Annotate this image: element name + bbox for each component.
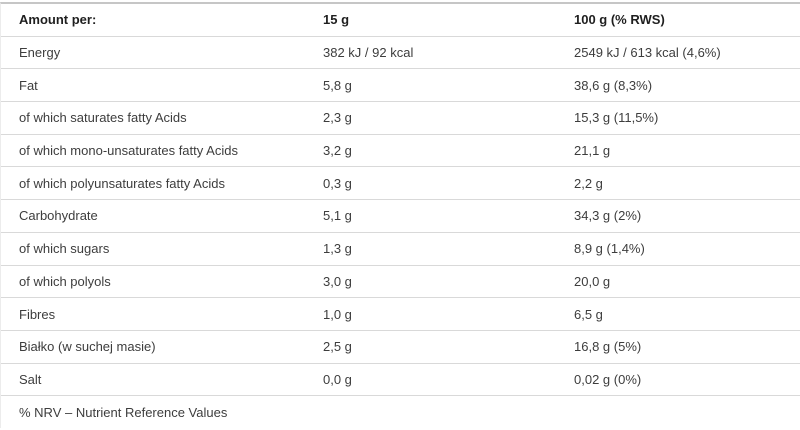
value-per-100g: 2,2 g [574, 175, 603, 191]
nutrient-label: Białko (w suchej masie) [19, 339, 156, 355]
nutrient-label: of which sugars [19, 241, 110, 257]
table-row-fat: Fat 5,8 g 38,6 g (8,3%) [1, 69, 800, 103]
nutrient-label: Fibres [19, 306, 56, 322]
nutrient-label: of which polyols [19, 273, 111, 289]
table-footer-row: % NRV – Nutrient Reference Values [1, 396, 800, 428]
nutrient-label: of which saturates fatty Acids [19, 110, 187, 126]
table-row-fibres: Fibres 1,0 g 6,5 g [1, 298, 800, 331]
nrv-footnote: % NRV – Nutrient Reference Values [19, 404, 228, 420]
nutrient-label: Salt [19, 371, 42, 387]
value-per-100g: 2549 kJ / 613 kcal (4,6%) [574, 45, 721, 61]
value-per-15g: 5,8 g [323, 77, 352, 93]
value-per-15g: 382 kJ / 92 kcal [323, 45, 414, 61]
header-per-15g: 15 g [323, 12, 350, 28]
value-per-15g: 1,3 g [323, 241, 352, 257]
value-per-100g: 0,02 g (0%) [574, 371, 642, 387]
value-per-100g: 21,1 g [574, 143, 611, 159]
value-per-100g: 38,6 g (8,3%) [574, 77, 653, 93]
value-per-100g: 15,3 g (11,5%) [574, 110, 659, 126]
table-row-mono-unsaturates: of which mono-unsaturates fatty Acids 3,… [1, 134, 800, 168]
header-amount-per: Amount per: [19, 12, 97, 28]
table-row-protein: Białko (w suchej masie) 2,5 g 16,8 g (5%… [1, 330, 800, 364]
table-row-carbohydrate: Carbohydrate 5,1 g 34,3 g (2%) [1, 200, 800, 233]
value-per-100g: 6,5 g [574, 306, 603, 322]
value-per-100g: 20,0 g [574, 273, 611, 289]
value-per-15g: 2,5 g [323, 339, 352, 355]
value-per-15g: 1,0 g [323, 306, 352, 322]
table-row-polyols: of which polyols 3,0 g 20,0 g [1, 265, 800, 299]
value-per-15g: 5,1 g [323, 208, 352, 224]
value-per-100g: 16,8 g (5%) [574, 339, 642, 355]
value-per-15g: 3,2 g [323, 143, 352, 159]
table-row-salt: Salt 0,0 g 0,02 g (0%) [1, 363, 800, 397]
nutrient-label: Energy [19, 45, 61, 61]
table-row-energy: Energy 382 kJ / 92 kcal 2549 kJ / 613 kc… [1, 36, 800, 70]
table-row-sugars: of which sugars 1,3 g 8,9 g (1,4%) [1, 232, 800, 266]
value-per-100g: 8,9 g (1,4%) [574, 241, 645, 257]
value-per-15g: 0,3 g [323, 175, 352, 191]
value-per-15g: 3,0 g [323, 273, 352, 289]
nutrient-label: Fat [19, 77, 38, 93]
value-per-15g: 2,3 g [323, 110, 352, 126]
header-per-100g: 100 g (% RWS) [574, 12, 665, 28]
table-row-saturates: of which saturates fatty Acids 2,3 g 15,… [1, 102, 800, 135]
nutrient-label: Carbohydrate [19, 208, 98, 224]
nutrient-label: of which mono-unsaturates fatty Acids [19, 143, 238, 159]
value-per-100g: 34,3 g (2%) [574, 208, 642, 224]
nutrient-label: of which polyunsaturates fatty Acids [19, 175, 225, 191]
value-per-15g: 0,0 g [323, 371, 352, 387]
table-header-row: Amount per: 15 g 100 g (% RWS) [1, 4, 800, 37]
table-row-polyunsaturates: of which polyunsaturates fatty Acids 0,3… [1, 167, 800, 201]
